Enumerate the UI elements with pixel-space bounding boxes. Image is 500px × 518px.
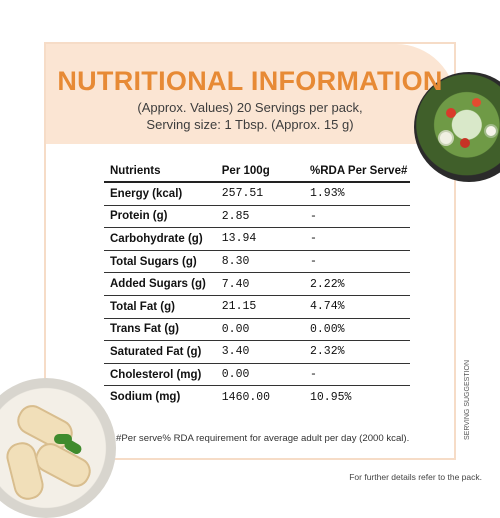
header-per-100g: Per 100g: [221, 164, 270, 177]
table-row: Cholesterol (mg) 0.00 -: [104, 364, 410, 387]
table-row: Carbohydrate (g) 13.94 -: [104, 228, 410, 251]
per-100g-value: 2.85: [221, 209, 250, 223]
rda-value: -: [310, 232, 317, 246]
header-band: [46, 44, 456, 144]
nutrient-name: Sodium (mg): [110, 391, 181, 404]
nutrient-name: Added Sugars (g): [110, 278, 206, 291]
per-100g-value: 257.51: [221, 187, 264, 201]
rda-value: -: [310, 368, 317, 382]
per-100g-value: 1460.00: [221, 390, 271, 404]
salad-image: [414, 72, 500, 182]
per-100g-value: 7.40: [221, 277, 250, 291]
table-row: Sodium (mg) 1460.00 10.95%: [104, 386, 410, 408]
rda-value: -: [310, 209, 317, 223]
table-row: Total Fat (g) 21.15 4.74%: [104, 296, 410, 319]
table-row: Energy (kcal) 257.51 1.93%: [104, 183, 410, 206]
page-frame: [44, 42, 456, 460]
per-100g-value: 21.15: [221, 300, 257, 314]
rda-value: 4.74%: [310, 300, 345, 314]
table-row: Trans Fat (g) 0.00 0.00%: [104, 319, 410, 342]
side-label-text: SERVING SUGGESTION: [464, 360, 471, 440]
per-100g-value: 13.94: [221, 232, 257, 246]
rda-value: -: [310, 255, 317, 269]
rda-value: 1.93%: [310, 187, 345, 201]
nutrient-name: Trans Fat (g): [110, 323, 180, 336]
nutrient-name: Cholesterol (mg): [110, 368, 202, 381]
page-title: NUTRITIONAL INFORMATION: [57, 66, 443, 96]
table-row: Added Sugars (g) 7.40 2.22%: [104, 273, 410, 296]
nutrient-name: Protein (g): [110, 210, 168, 223]
subtitle-line-2: Serving size: 1 Tbsp. (Approx. 15 g): [146, 117, 354, 132]
nutrient-name: Total Fat (g): [110, 300, 175, 313]
per-100g-value: 8.30: [221, 255, 250, 269]
per-100g-value: 3.40: [221, 345, 250, 359]
nutrition-table: Nutrients Per 100g %RDA Per Serve# Energ…: [104, 160, 410, 408]
header-nutrients: Nutrients: [110, 164, 161, 177]
wrap-image: [0, 378, 116, 518]
rda-value: 10.95%: [310, 390, 352, 404]
nutrient-name: Saturated Fat (g): [110, 345, 202, 358]
subtitle-line-1: (Approx. Values) 20 Servings per pack,: [137, 100, 363, 115]
nutrient-name: Carbohydrate (g): [110, 232, 203, 245]
nutrient-name: Total Sugars (g): [110, 255, 197, 268]
rda-value: 2.22%: [310, 277, 345, 291]
per-100g-value: 0.00: [221, 322, 250, 336]
rda-value: 0.00%: [310, 322, 345, 336]
table-row: Total Sugars (g) 8.30 -: [104, 251, 410, 274]
side-label: SERVING SUGGESTION: [456, 360, 496, 450]
header-rda: %RDA Per Serve#: [310, 164, 408, 177]
nutrient-name: Energy (kcal): [110, 187, 183, 200]
bottom-note: For further details refer to the pack.: [349, 472, 482, 482]
table-header-row: Nutrients Per 100g %RDA Per Serve#: [104, 160, 410, 183]
table-row: Protein (g) 2.85 -: [104, 206, 410, 229]
per-100g-value: 0.00: [221, 368, 250, 382]
rda-value: 2.32%: [310, 345, 345, 359]
footnote: #Per serve% RDA requirement for average …: [116, 433, 410, 444]
table-row: Saturated Fat (g) 3.40 2.32%: [104, 341, 410, 364]
